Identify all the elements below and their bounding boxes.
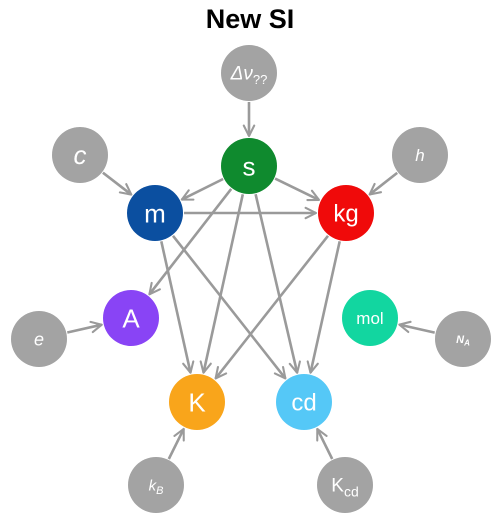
arrow-m-to-cd: [171, 234, 287, 380]
unit-label-kg: kg: [333, 201, 358, 228]
unit-node-s: s: [221, 138, 277, 194]
constant-circle-kcd: [317, 457, 373, 513]
constant-node-kb: kB: [128, 457, 184, 513]
constant-circle-e: [11, 311, 67, 367]
arrow-s-to-a: [148, 188, 233, 296]
constant-label-c: c: [74, 140, 87, 170]
constant-node-c: c: [52, 127, 108, 183]
unit-label-mol: mol: [356, 309, 383, 328]
constant-symbol: N: [456, 334, 465, 346]
unit-circle-kg: [318, 185, 374, 241]
constant-label-na: NA: [456, 334, 470, 348]
unit-circle-m: [127, 185, 183, 241]
arrow-s-to-kg: [274, 177, 321, 202]
constant-subscript: A: [463, 339, 470, 348]
constant-label-kb: kB: [149, 477, 164, 497]
constant-circle-h: [392, 127, 448, 183]
constant-circle-na: [435, 311, 491, 367]
constant-circle-dnu: [221, 45, 277, 101]
unit-circle-a: [103, 290, 159, 346]
constant-symbol: K: [331, 476, 344, 497]
arrow-s-to-k: [199, 194, 245, 374]
constant-symbol: c: [74, 140, 87, 170]
constant-subscript: cd: [344, 484, 359, 500]
arrow-c-to-m: [102, 171, 133, 196]
arrow-e-to-a: [67, 320, 103, 334]
unit-label-m: m: [144, 198, 166, 228]
unit-node-kg: kg: [318, 185, 374, 241]
constant-circle-kb: [128, 457, 184, 513]
arrow-kb-to-k: [167, 427, 185, 460]
constant-circle-c: [52, 127, 108, 183]
constant-node-kcd: Kcd: [317, 457, 373, 513]
unit-node-mol: mol: [342, 290, 398, 346]
unit-circle-mol: [342, 290, 398, 346]
arrow-layer: [67, 102, 435, 460]
arrow-s-to-m: [180, 177, 224, 201]
diagram-title: New SI: [206, 4, 295, 34]
constant-symbol: e: [34, 329, 44, 349]
arrow-s-to-cd: [254, 193, 301, 374]
arrow-na-to-mol: [398, 320, 435, 334]
unit-circle-cd: [276, 374, 332, 430]
unit-label-cd: cd: [291, 390, 316, 417]
constant-node-na: NA: [435, 311, 491, 367]
unit-node-cd: cd: [276, 374, 332, 430]
constant-node-dnu: Δν??: [221, 45, 277, 101]
constant-subscript: B: [156, 485, 163, 497]
constant-symbol: h: [415, 146, 424, 165]
arrow-kg-to-k: [214, 234, 330, 380]
arrow-kcd-to-cd: [316, 427, 334, 460]
arrow-kg-to-cd: [306, 241, 341, 374]
constant-label-kcd: Kcd: [331, 476, 358, 500]
constant-node-e: e: [11, 311, 67, 367]
constant-symbol: Δν: [230, 64, 254, 85]
unit-label-s: s: [243, 151, 256, 181]
constant-label-h: h: [415, 146, 424, 165]
arrow-h-to-kg: [368, 171, 399, 196]
unit-node-m: m: [127, 185, 183, 241]
unit-node-a: A: [103, 290, 159, 346]
constant-label-e: e: [34, 329, 44, 349]
unit-label-k: K: [188, 387, 206, 417]
arrow-m-to-k: [160, 241, 195, 374]
constant-symbol: k: [149, 477, 158, 494]
unit-circle-s: [221, 138, 277, 194]
constant-subscript: ??: [253, 72, 267, 87]
unit-node-k: K: [169, 374, 225, 430]
constant-node-h: h: [392, 127, 448, 183]
unit-circle-k: [169, 374, 225, 430]
unit-label-a: A: [122, 303, 140, 333]
constant-label-dnu: Δν??: [230, 64, 268, 88]
